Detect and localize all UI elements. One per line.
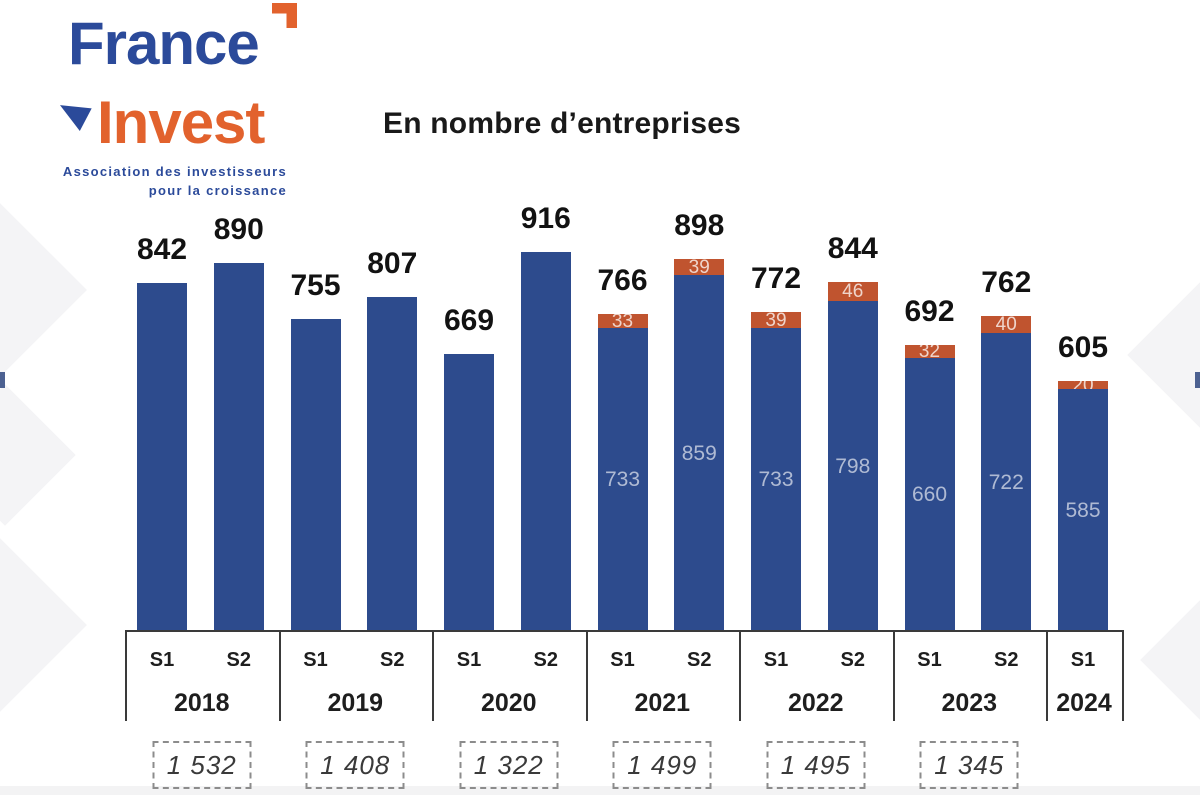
bar-segment-orange: 40 [981, 315, 1032, 334]
bar-segment-blue [213, 263, 264, 632]
bar-segment-blue: 722 [981, 333, 1032, 632]
bar-segment-blue [290, 319, 341, 632]
semester-label-2022-s2: S2 [840, 649, 865, 671]
year-label-2020: 2020 [480, 689, 537, 717]
bar-total-label: 605 [1057, 331, 1109, 364]
bar-segment-blue [444, 354, 494, 632]
semester-label-2021-s2: S2 [687, 649, 712, 671]
year-label-2018: 2018 [173, 689, 230, 717]
logo-tagline: Association des investisseurs pour la cr… [0, 163, 287, 201]
bar-segment-blue [367, 297, 418, 632]
bar-segment-orange: 39 [674, 258, 725, 277]
bottom-edge-strip [0, 786, 1200, 795]
corner-bracket-icon [272, 3, 297, 28]
bar-total-label: 807 [367, 247, 418, 280]
bar-segment-blue: 733 [751, 328, 801, 632]
bar-2019-s1: 755 [290, 271, 341, 632]
bar-total-label: 766 [597, 264, 648, 297]
bar-total-label: 844 [827, 232, 878, 265]
year-total-box-2018: 1 532 [152, 741, 252, 789]
year-label-2019: 2019 [327, 689, 384, 717]
axis-divider [432, 630, 434, 721]
bar-total-label: 890 [213, 213, 264, 246]
semester-label-2020-s2: S2 [533, 649, 558, 671]
triangle-arrow-icon [60, 105, 92, 131]
logo-tagline-line1: Association des investisseurs [62, 164, 287, 179]
logo-word-france: France [68, 10, 260, 77]
semester-label-2018-s1: S1 [149, 649, 175, 671]
bar-segment-blue [520, 252, 571, 632]
bar-2023-s1: 692 32 660 [904, 297, 955, 632]
bar-2021-s1: 766 33 733 [597, 266, 648, 632]
axis-divider [585, 630, 588, 721]
right-edge-accent [1195, 372, 1200, 388]
left-edge-accent [0, 372, 5, 388]
axis-divider [1122, 630, 1124, 721]
year-total-box-2022: 1 495 [766, 741, 866, 789]
axis-divider [125, 630, 127, 721]
bar-2024-s1: 605 20 585 [1058, 333, 1108, 632]
semester-label-2024-s1: S1 [1070, 649, 1096, 671]
year-label-2021: 2021 [634, 689, 691, 717]
semester-label-2018-s2: S2 [226, 649, 251, 671]
bar-segment-orange: 32 [904, 342, 955, 361]
axis-divider [1046, 630, 1048, 721]
semester-label-2020-s1: S1 [456, 649, 482, 671]
year-total-box-2023: 1 345 [919, 741, 1019, 789]
bar-total-label: 898 [674, 209, 725, 242]
semester-label-2019-s2: S2 [380, 649, 405, 671]
axis-divider [739, 630, 741, 721]
bar-2019-s2: 807 [367, 249, 418, 632]
bar-segment-orange: 20 [1058, 376, 1108, 395]
year-total-box-2019: 1 408 [305, 741, 405, 789]
watermark-chevron [0, 198, 87, 382]
bar-total-label: 669 [443, 304, 495, 337]
bar-2023-s2: 762 40 722 [981, 268, 1032, 632]
axis-divider [278, 630, 281, 721]
bar-total-label: 842 [136, 233, 188, 266]
bar-segment-blue [137, 283, 187, 632]
bar-segment-orange: 46 [827, 282, 878, 301]
bar-total-label: 755 [290, 269, 341, 302]
bar-segment-blue: 859 [674, 275, 725, 632]
bar-segment-blue: 798 [827, 301, 878, 632]
bar-total-label: 772 [750, 262, 802, 295]
axis-baseline [125, 630, 1122, 632]
bar-2018-s1: 842 [137, 235, 187, 632]
bar-2021-s2: 898 39 859 [674, 211, 725, 632]
year-total-box-2020: 1 322 [459, 741, 559, 789]
bar-segment-orange: 39 [751, 311, 801, 330]
axis-divider [892, 630, 895, 721]
chart-title: En nombre d’entreprises [383, 107, 742, 140]
bar-segment-orange: 33 [597, 312, 648, 331]
bar-total-label: 916 [520, 202, 571, 235]
year-label-2024: 2024 [1056, 689, 1112, 717]
bar-total-label: 762 [981, 266, 1032, 299]
semester-label-2023-s1: S1 [917, 649, 942, 671]
bar-segment-blue: 733 [597, 328, 648, 632]
logo-word-invest: Invest [97, 89, 265, 156]
bar-segment-blue: 660 [904, 358, 955, 632]
logo-tagline-line2: pour la croissance [148, 182, 287, 198]
bar-2018-s2: 890 [213, 215, 264, 632]
year-label-2023: 2023 [941, 689, 998, 717]
watermark-chevron [1140, 575, 1200, 745]
watermark-chevron [1127, 277, 1200, 433]
bar-2022-s2: 844 46 798 [827, 234, 878, 632]
bar-2020-s2: 916 [520, 204, 571, 632]
bar-total-label: 692 [904, 295, 955, 328]
year-total-box-2021: 1 499 [612, 741, 712, 789]
semester-label-2022-s1: S1 [763, 649, 789, 671]
bar-segment-blue: 585 [1058, 389, 1108, 632]
semester-label-2023-s2: S2 [994, 649, 1019, 671]
bar-2022-s1: 772 39 733 [751, 264, 801, 632]
year-label-2022: 2022 [787, 689, 844, 717]
semester-label-2019-s1: S1 [303, 649, 328, 671]
watermark-chevron [0, 384, 76, 526]
semester-label-2021-s1: S1 [610, 649, 635, 671]
bar-2020-s1: 669 [444, 306, 494, 632]
watermark-chevron [0, 533, 87, 717]
